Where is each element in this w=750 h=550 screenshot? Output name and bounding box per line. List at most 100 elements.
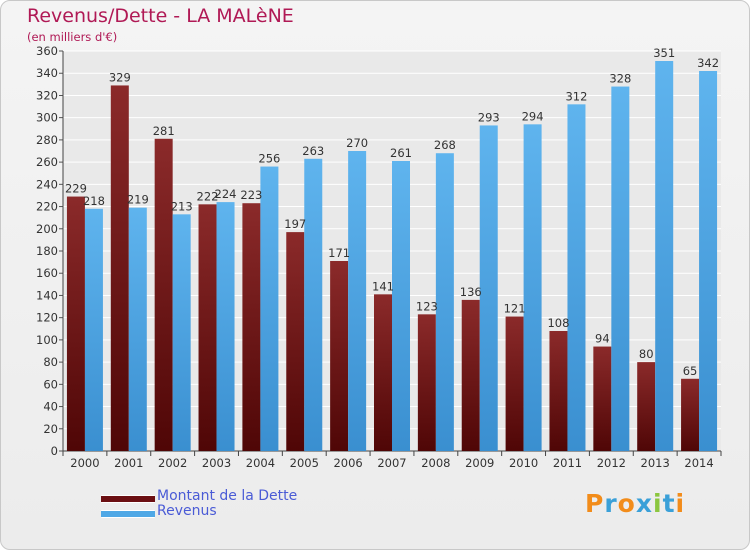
- data-label-dette: 108: [547, 316, 569, 330]
- bar-dette: [242, 203, 261, 451]
- bar-dette: [330, 261, 349, 451]
- x-tick-label: 2002: [158, 456, 187, 470]
- y-tick-label: 360: [36, 44, 58, 58]
- bar-dette: [66, 196, 85, 451]
- bar-revenus: [260, 166, 279, 452]
- logo-letter: o: [617, 489, 636, 518]
- data-label-revenus: 261: [390, 146, 412, 160]
- chart-subtitle: (en milliers d'€): [27, 30, 118, 44]
- data-label-dette: 281: [153, 124, 175, 138]
- bar-revenus: [392, 161, 410, 451]
- data-label-revenus: 256: [258, 152, 280, 166]
- x-tick-label: 2013: [641, 456, 670, 470]
- data-label-revenus: 219: [127, 193, 149, 207]
- legend-swatch-revenus: [101, 510, 155, 518]
- y-tick-label: 140: [36, 288, 58, 302]
- x-tick-label: 2008: [421, 456, 450, 470]
- bar-revenus: [655, 61, 674, 451]
- data-label-dette: 229: [65, 182, 87, 196]
- x-tick-label: 2007: [377, 456, 406, 470]
- proxiti-logo: Proxiti: [585, 489, 685, 518]
- bar-revenus: [611, 86, 630, 452]
- data-label-revenus: 328: [609, 72, 631, 86]
- logo-letter: t: [662, 489, 676, 518]
- y-tick-label: 260: [36, 155, 58, 169]
- logo-letter: P: [585, 489, 605, 518]
- bar-dette: [374, 294, 392, 451]
- y-tick-label: 60: [43, 377, 58, 391]
- y-tick-label: 200: [36, 222, 58, 236]
- x-tick-label: 2006: [333, 456, 362, 470]
- chart-title: Revenus/Dette - LA MALèNE: [27, 5, 294, 27]
- data-label-dette: 123: [416, 299, 438, 313]
- y-tick-label: 20: [43, 422, 58, 436]
- y-tick-label: 240: [36, 177, 58, 191]
- bar-dette: [637, 362, 656, 451]
- data-label-dette: 171: [328, 246, 350, 260]
- bar-revenus: [128, 207, 147, 451]
- y-tick-label: 100: [36, 333, 58, 347]
- bar-revenus: [435, 153, 454, 451]
- data-label-revenus: 312: [565, 89, 587, 103]
- y-tick-label: 0: [51, 444, 58, 458]
- data-label-revenus: 270: [346, 136, 368, 150]
- x-tick-label: 2014: [684, 456, 713, 470]
- bar-dette: [593, 346, 612, 451]
- y-tick-label: 180: [36, 244, 58, 258]
- bar-revenus: [348, 151, 367, 451]
- bar-dette: [549, 331, 568, 451]
- legend-swatch-dette: [101, 495, 155, 503]
- data-label-dette: 94: [595, 332, 610, 346]
- data-label-revenus: 263: [302, 144, 324, 158]
- y-tick-label: 300: [36, 111, 58, 125]
- legend-label-dette: Montant de la Dette: [157, 488, 298, 504]
- bar-dette: [198, 204, 217, 451]
- bar-revenus: [172, 214, 191, 451]
- axes: 0 20 40 60 80 100 120 140 160 180 200 220 240 260 280 3…: [36, 44, 722, 470]
- legend-label-revenus: Revenus: [157, 503, 217, 519]
- bar-dette: [154, 138, 173, 451]
- bar-dette: [110, 85, 129, 451]
- data-label-revenus: 293: [478, 110, 500, 124]
- x-tick-label: 2012: [597, 456, 626, 470]
- bar-dette: [505, 316, 524, 451]
- data-label-revenus: 342: [697, 56, 719, 70]
- bar-revenus: [479, 125, 498, 451]
- y-tick-label: 280: [36, 133, 58, 147]
- data-label-revenus: 294: [522, 109, 544, 123]
- y-tick-label: 160: [36, 266, 58, 280]
- x-tick-label: 2010: [509, 456, 538, 470]
- y-tick-label: 340: [36, 66, 58, 80]
- x-tick-label: 2011: [553, 456, 582, 470]
- x-tick-label: 2005: [290, 456, 319, 470]
- data-label-dette: 80: [639, 347, 654, 361]
- bar-revenus: [699, 71, 718, 451]
- bar-revenus: [567, 104, 586, 451]
- y-tick-label: 320: [36, 88, 58, 102]
- bar-revenus: [84, 208, 103, 451]
- x-tick-label: 2001: [114, 456, 143, 470]
- data-label-dette: 223: [240, 188, 262, 202]
- data-label-dette: 141: [372, 279, 394, 293]
- y-tick-label: 120: [36, 311, 58, 325]
- bar-dette: [461, 299, 480, 451]
- x-tick-label: 2004: [246, 456, 275, 470]
- data-label-revenus: 218: [83, 194, 105, 208]
- data-label-revenus: 213: [171, 199, 193, 213]
- y-tick-label: 80: [43, 355, 58, 369]
- logo-letter: r: [604, 489, 618, 518]
- data-label-revenus: 224: [215, 187, 237, 201]
- logo-letter: x: [635, 489, 653, 518]
- data-label-dette: 136: [460, 285, 482, 299]
- bar-dette: [681, 378, 700, 451]
- y-tick-label: 220: [36, 200, 58, 214]
- bar-dette: [417, 314, 436, 451]
- x-tick-label: 2003: [202, 456, 231, 470]
- data-label-dette: 65: [683, 364, 698, 378]
- data-label-revenus: 351: [653, 46, 675, 60]
- x-tick-label: 2000: [70, 456, 99, 470]
- data-label-dette: 197: [284, 217, 306, 231]
- data-label-revenus: 268: [434, 138, 456, 152]
